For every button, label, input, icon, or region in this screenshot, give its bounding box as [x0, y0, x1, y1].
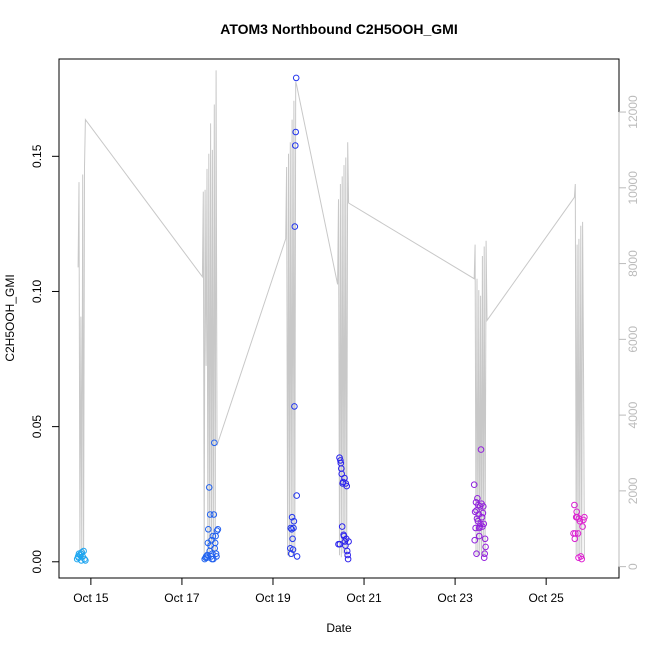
data-point	[212, 550, 220, 558]
data-point	[291, 223, 299, 230]
y-axis: 0.00 0.05 0.10 0.15	[30, 144, 60, 574]
data-point	[292, 128, 300, 136]
data-point	[578, 555, 586, 563]
data-point	[205, 526, 212, 533]
data-point	[470, 481, 478, 489]
data-point	[81, 555, 88, 563]
x-axis-label: Date	[326, 621, 352, 635]
data-point	[293, 553, 301, 560]
chart-title: ATOM3 Northbound C2H5OOH_GMI	[220, 21, 457, 37]
data-point	[337, 459, 345, 467]
data-point	[574, 530, 582, 537]
data-point	[345, 538, 352, 545]
data-point	[213, 527, 221, 535]
data-point	[82, 557, 89, 564]
data-point	[78, 557, 85, 564]
data-point	[206, 511, 214, 518]
data-point	[292, 142, 299, 149]
x-tick-label: Oct 21	[346, 591, 382, 605]
data-point	[209, 532, 217, 540]
data-point	[210, 511, 218, 518]
data-point	[291, 403, 298, 410]
y2-tick-label: 8000	[626, 250, 640, 277]
data-point	[211, 539, 219, 547]
data-point	[477, 446, 485, 453]
data-point	[475, 532, 483, 540]
y2-tick-label: 12000	[626, 95, 640, 129]
data-point	[580, 516, 587, 524]
data-point	[337, 457, 344, 464]
data-point	[479, 509, 487, 517]
altitude-series	[77, 70, 585, 562]
data-point	[211, 439, 218, 447]
data-point	[482, 543, 489, 551]
x-tick-label: Oct 19	[255, 591, 291, 605]
y2-tick-label: 6000	[626, 326, 640, 353]
data-point	[571, 501, 578, 509]
y2-tick-label: 2000	[626, 477, 640, 504]
data-point	[288, 513, 296, 521]
data-point	[344, 555, 352, 563]
data-point	[480, 503, 487, 510]
data-point	[214, 526, 222, 533]
x-tick-label: Oct 15	[73, 591, 109, 605]
data-point	[343, 482, 351, 490]
data-point	[293, 492, 301, 499]
y-tick-label: 0.00	[30, 550, 44, 574]
data-points	[73, 74, 588, 564]
data-point	[342, 480, 350, 487]
data-point	[579, 523, 586, 530]
y2-tick-label: 0	[626, 563, 640, 570]
secondary-y-axis: 0 2000 4000 6000 8000 10000 12000	[618, 95, 640, 570]
data-point	[343, 547, 351, 555]
y2-tick-label: 4000	[626, 401, 640, 428]
data-point	[581, 513, 588, 521]
data-point	[289, 535, 296, 543]
y-axis-label: C2H5OOH_GMI	[3, 274, 17, 361]
data-point	[292, 74, 300, 82]
data-point	[473, 550, 480, 558]
y-tick-label: 0.05	[30, 415, 44, 439]
data-point	[571, 535, 579, 543]
data-point	[344, 551, 352, 559]
data-point	[287, 550, 295, 558]
data-point	[478, 513, 486, 521]
data-point	[205, 484, 213, 491]
x-tick-label: Oct 25	[528, 591, 564, 605]
data-point	[210, 555, 217, 563]
data-point	[289, 546, 297, 553]
data-point	[575, 554, 582, 562]
altitude-line	[77, 70, 585, 562]
data-point	[80, 547, 87, 555]
data-point	[480, 554, 488, 562]
y2-tick-label: 10000	[626, 171, 640, 205]
data-point	[481, 550, 489, 558]
data-point	[338, 523, 346, 530]
data-point	[471, 536, 479, 544]
x-axis: Oct 15 Oct 17 Oct 19 Oct 21 Oct 23 Oct 25	[73, 577, 564, 605]
data-point	[481, 535, 489, 543]
data-point	[480, 520, 488, 528]
data-point	[290, 517, 298, 525]
y-tick-label: 0.15	[30, 144, 44, 168]
data-point	[287, 524, 295, 532]
data-point	[472, 524, 479, 532]
y-tick-label: 0.10	[30, 279, 44, 303]
x-tick-label: Oct 17	[164, 591, 200, 605]
data-point	[290, 524, 297, 532]
data-point	[336, 540, 344, 548]
x-tick-label: Oct 23	[437, 591, 473, 605]
data-point	[288, 526, 296, 533]
data-point	[572, 530, 579, 537]
data-point	[204, 551, 211, 559]
data-point	[474, 495, 481, 502]
data-point	[78, 549, 86, 556]
data-point	[576, 517, 584, 525]
